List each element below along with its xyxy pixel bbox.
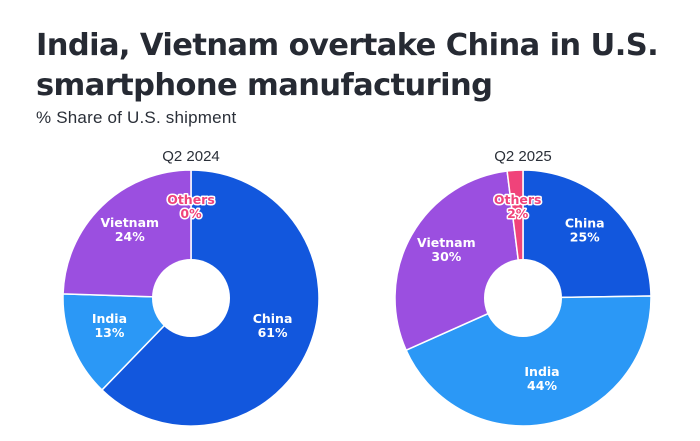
slice-value-india: 44%: [527, 378, 557, 393]
slice-vietnam: [62, 169, 192, 299]
slice-label-others: Others: [494, 192, 542, 207]
chart-title: India, Vietnam overtake China in U.S. sm…: [36, 28, 659, 103]
slice-value-india: 13%: [94, 325, 124, 340]
slice-value-china: 61%: [258, 325, 288, 340]
pie-title: Q2 2025: [494, 148, 552, 165]
slice-value-others: 2%: [507, 206, 529, 221]
slice-china: [522, 169, 652, 299]
chart-subtitle: % Share of U.S. shipment: [36, 108, 237, 127]
slice-label-china: China: [565, 215, 605, 230]
slice-label-others: Others: [167, 192, 215, 207]
slice-label-vietnam: Vietnam: [417, 235, 476, 250]
slice-label-india: India: [524, 364, 559, 379]
slice-label-india: India: [92, 311, 127, 326]
slice-value-others: 0%: [180, 206, 202, 221]
slice-label-vietnam: Vietnam: [100, 215, 159, 230]
pie-title: Q2 2024: [162, 148, 220, 165]
slice-label-china: China: [253, 311, 293, 326]
slice-value-vietnam: 24%: [115, 229, 145, 244]
slice-value-china: 25%: [570, 229, 600, 244]
donut-hole: [152, 259, 230, 337]
slice-value-vietnam: 30%: [431, 249, 461, 264]
donut-hole: [484, 259, 562, 337]
slice-india: [405, 295, 652, 427]
